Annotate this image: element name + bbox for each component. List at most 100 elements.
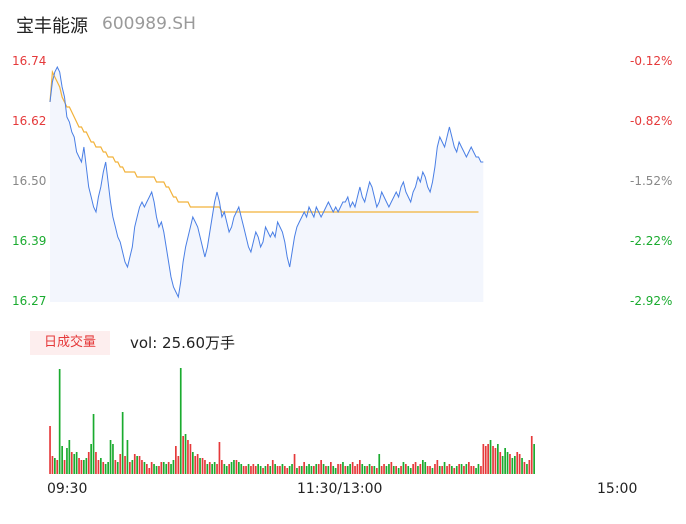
volume-bar <box>523 462 526 474</box>
volume-bar <box>160 462 163 474</box>
volume-bar <box>470 466 473 474</box>
volume-bar <box>235 460 238 474</box>
volume-bar <box>170 464 172 474</box>
volume-bar <box>155 466 158 474</box>
volume-bar <box>293 454 296 474</box>
volume-bar <box>201 458 204 474</box>
volume-bar <box>109 440 112 474</box>
volume-bar <box>472 466 475 474</box>
pct-tick-3: -1.52% <box>630 174 673 188</box>
volume-bar <box>286 468 289 474</box>
volume-bar <box>514 456 516 474</box>
volume-bar <box>97 460 100 474</box>
avg-price-line <box>49 69 479 213</box>
volume-bar <box>121 412 124 474</box>
volume-bar <box>392 466 395 474</box>
volume-bar <box>269 466 272 474</box>
volume-bar <box>75 452 78 474</box>
volume-bar <box>177 456 180 474</box>
volume-bar <box>262 468 264 474</box>
volume-bar <box>414 462 417 474</box>
volume-bar <box>225 466 228 474</box>
volume-bar <box>407 466 410 474</box>
volume-bar <box>506 452 509 474</box>
volume-bar <box>417 466 419 474</box>
volume-bar <box>448 464 451 474</box>
volume-bar <box>533 444 535 474</box>
pct-tick-4: -2.22% <box>630 234 673 248</box>
volume-bar <box>422 460 424 474</box>
volume-bar <box>443 462 446 474</box>
volume-bar <box>446 466 448 474</box>
daily-volume-badge[interactable]: 日成交量 <box>30 331 110 355</box>
avg-line-group <box>49 69 479 213</box>
volume-bar <box>373 466 376 474</box>
volume-bar <box>480 466 482 474</box>
volume-bar <box>315 464 318 474</box>
volume-bar <box>402 462 405 474</box>
volume-bar <box>196 454 199 474</box>
volume-bar <box>238 462 240 474</box>
volume-bar <box>192 452 194 474</box>
volume-bar <box>395 466 397 474</box>
volume-bar <box>346 466 349 474</box>
volume-bar <box>131 460 134 474</box>
pct-tick-2: -0.82% <box>630 114 673 128</box>
volume-bar <box>247 464 250 474</box>
volume-bar <box>245 466 247 474</box>
volume-bar <box>351 462 354 474</box>
volume-bar <box>497 444 499 474</box>
volume-bar <box>468 462 470 474</box>
volume-bar <box>276 466 279 474</box>
volume-bar <box>431 468 434 474</box>
volume-bar <box>516 452 519 474</box>
volume-bar <box>322 464 325 474</box>
volume-bar <box>274 464 276 474</box>
volume-readout: vol: 25.60万手 <box>130 334 235 352</box>
volume-bar <box>107 462 109 474</box>
volume-bar <box>327 466 330 474</box>
volume-bar <box>264 466 267 474</box>
volume-bar <box>426 466 429 474</box>
time-label-close: 15:00 <box>597 481 638 497</box>
volume-bar <box>378 454 381 474</box>
volume-bar <box>482 444 485 474</box>
volume-bar <box>78 458 80 474</box>
volume-bar <box>208 462 211 474</box>
volume-bar <box>465 464 468 474</box>
volume-bar <box>526 464 528 474</box>
volume-bar <box>252 464 255 474</box>
volume-bar <box>383 464 385 474</box>
volume-bars-group <box>49 368 535 474</box>
volume-bar <box>463 466 465 474</box>
volume-bar <box>133 454 136 474</box>
volume-bar <box>380 466 383 474</box>
price-tick-4: 16.39 <box>12 234 47 248</box>
volume-bar <box>409 468 412 474</box>
volume-bar <box>492 446 494 474</box>
price-tick-1: 16.74 <box>12 54 47 68</box>
price-line <box>49 65 484 299</box>
volume-bar <box>104 464 107 474</box>
time-label-midday: 11:30/13:00 <box>297 481 383 497</box>
volume-bar <box>187 440 189 474</box>
volume-bar <box>194 456 197 474</box>
volume-bar <box>477 464 480 474</box>
volume-bar <box>460 464 463 474</box>
volume-bar <box>366 466 368 474</box>
price-tick-5: 16.27 <box>12 294 47 308</box>
volume-bar <box>153 464 155 474</box>
volume-bar <box>143 462 146 474</box>
volume-bar <box>388 464 390 474</box>
volume-bar <box>317 464 320 474</box>
volume-bar <box>438 466 441 474</box>
volume-bar <box>83 460 85 474</box>
volume-bar <box>85 458 88 474</box>
volume-bar <box>288 466 291 474</box>
volume-bar <box>509 454 511 474</box>
volume-bar <box>455 466 458 474</box>
volume-bar <box>303 462 305 474</box>
volume-bar <box>259 466 262 474</box>
volume-bar <box>429 466 431 474</box>
